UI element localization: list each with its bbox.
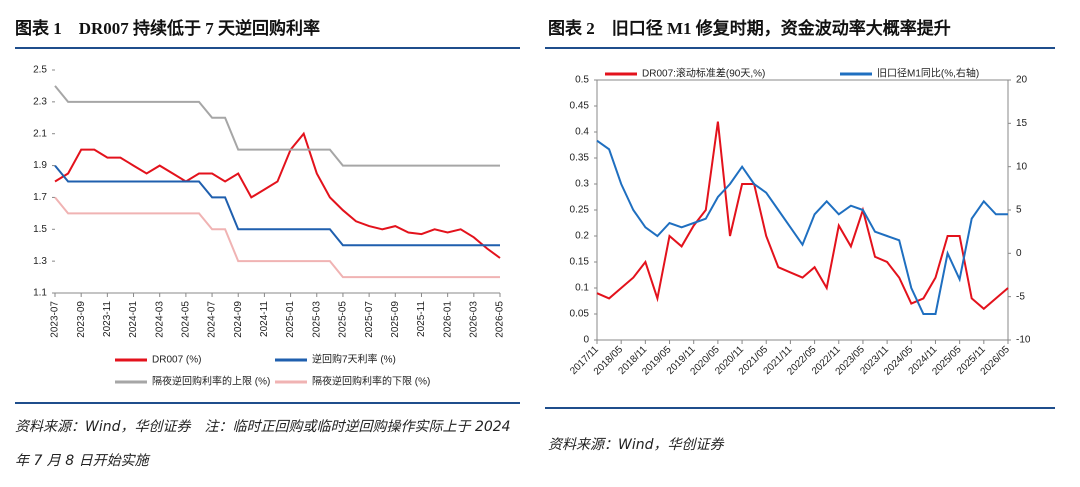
y2-tick-label: 0 (1016, 248, 1022, 259)
x-tick-label: 2024-11 (259, 301, 270, 337)
series-line (54, 85, 500, 167)
legend-label: DR007 (%) (152, 355, 201, 366)
y-tick-label: 2.1 (33, 128, 47, 139)
y-tick-label: 0.15 (570, 257, 590, 268)
y-tick-label: 1.7 (33, 192, 47, 203)
y-tick-label: 0.1 (575, 283, 589, 294)
y-tick-label: 0.05 (570, 309, 590, 320)
legend-label: 旧口径M1同比(%,右轴) (877, 67, 979, 80)
x-tick-label: 2025-05 (338, 301, 349, 338)
legend-label: 逆回购7天利率 (%) (312, 353, 396, 366)
chart-title: 图表 2 旧口径 M1 修复时期，资金波动率大概率提升 (548, 18, 951, 38)
y-tick-label: 2.3 (33, 96, 47, 107)
y2-tick-label: 20 (1016, 75, 1028, 86)
x-tick-label: 2023-07 (50, 301, 61, 338)
x-tick-label: 2025-07 (364, 301, 375, 338)
y-tick-label: 0.35 (570, 153, 590, 164)
y-tick-label: 1.1 (33, 288, 47, 299)
x-tick-label: 2024-07 (207, 301, 218, 338)
x-tick-label: 2026-03 (468, 301, 479, 338)
y-tick-label: 1.5 (33, 224, 47, 235)
series-line (596, 139, 1008, 315)
y-tick-label: 0.2 (575, 231, 589, 242)
x-tick-label: 2024-05 (181, 301, 192, 338)
legend-label: 隔夜逆回购利率的上限 (%) (152, 375, 270, 388)
y2-tick-label: -10 (1016, 335, 1031, 346)
y-tick-label: 0.5 (575, 75, 589, 86)
chart-title: 图表 1 DR007 持续低于 7 天逆回购利率 (15, 18, 320, 38)
x-tick-label: 2024-01 (128, 301, 139, 338)
plot-frame (596, 79, 1009, 341)
source-note: 资料来源：Wind，华创证券 (548, 437, 724, 453)
x-tick-label: 2025-03 (311, 301, 322, 338)
y-tick-label: 0 (583, 335, 589, 346)
x-tick-label: 2026-05 (495, 301, 506, 338)
x-tick-label: 2025-01 (285, 301, 296, 338)
x-tick-label: 2025-09 (390, 301, 401, 338)
legend-label: DR007:滚动标准差(90天,%) (642, 67, 765, 80)
legend-label: 隔夜逆回购利率的下限 (%) (312, 375, 430, 388)
x-tick-label: 2024-09 (233, 301, 244, 338)
y-tick-label: 1.9 (33, 160, 47, 171)
x-tick-label: 2023-11 (102, 301, 113, 337)
y-tick-label: 0.25 (570, 205, 590, 216)
series-line (54, 164, 500, 247)
y2-tick-label: 10 (1016, 161, 1028, 172)
y-tick-label: 0.45 (570, 101, 590, 112)
x-tick-label: 2023-09 (76, 301, 87, 338)
y2-tick-label: 15 (1016, 118, 1028, 129)
x-tick-label: 2025-11 (416, 301, 427, 337)
y-tick-label: 2.5 (33, 65, 47, 76)
y2-tick-label: 5 (1016, 205, 1022, 216)
y-tick-label: 0.3 (575, 179, 589, 190)
y-tick-label: 1.3 (33, 256, 47, 267)
y2-tick-label: -5 (1016, 291, 1025, 302)
x-tick-label: 2024-03 (154, 301, 165, 338)
series-line (54, 196, 500, 279)
source-note: 资料来源：Wind，华创证券 注：临时正回购或临时逆回购操作实际上于 2024 … (15, 419, 511, 469)
x-tick-label: 2026-01 (442, 301, 453, 338)
series-line (596, 121, 1009, 311)
y-tick-label: 0.4 (575, 127, 589, 138)
series-line (54, 131, 501, 259)
